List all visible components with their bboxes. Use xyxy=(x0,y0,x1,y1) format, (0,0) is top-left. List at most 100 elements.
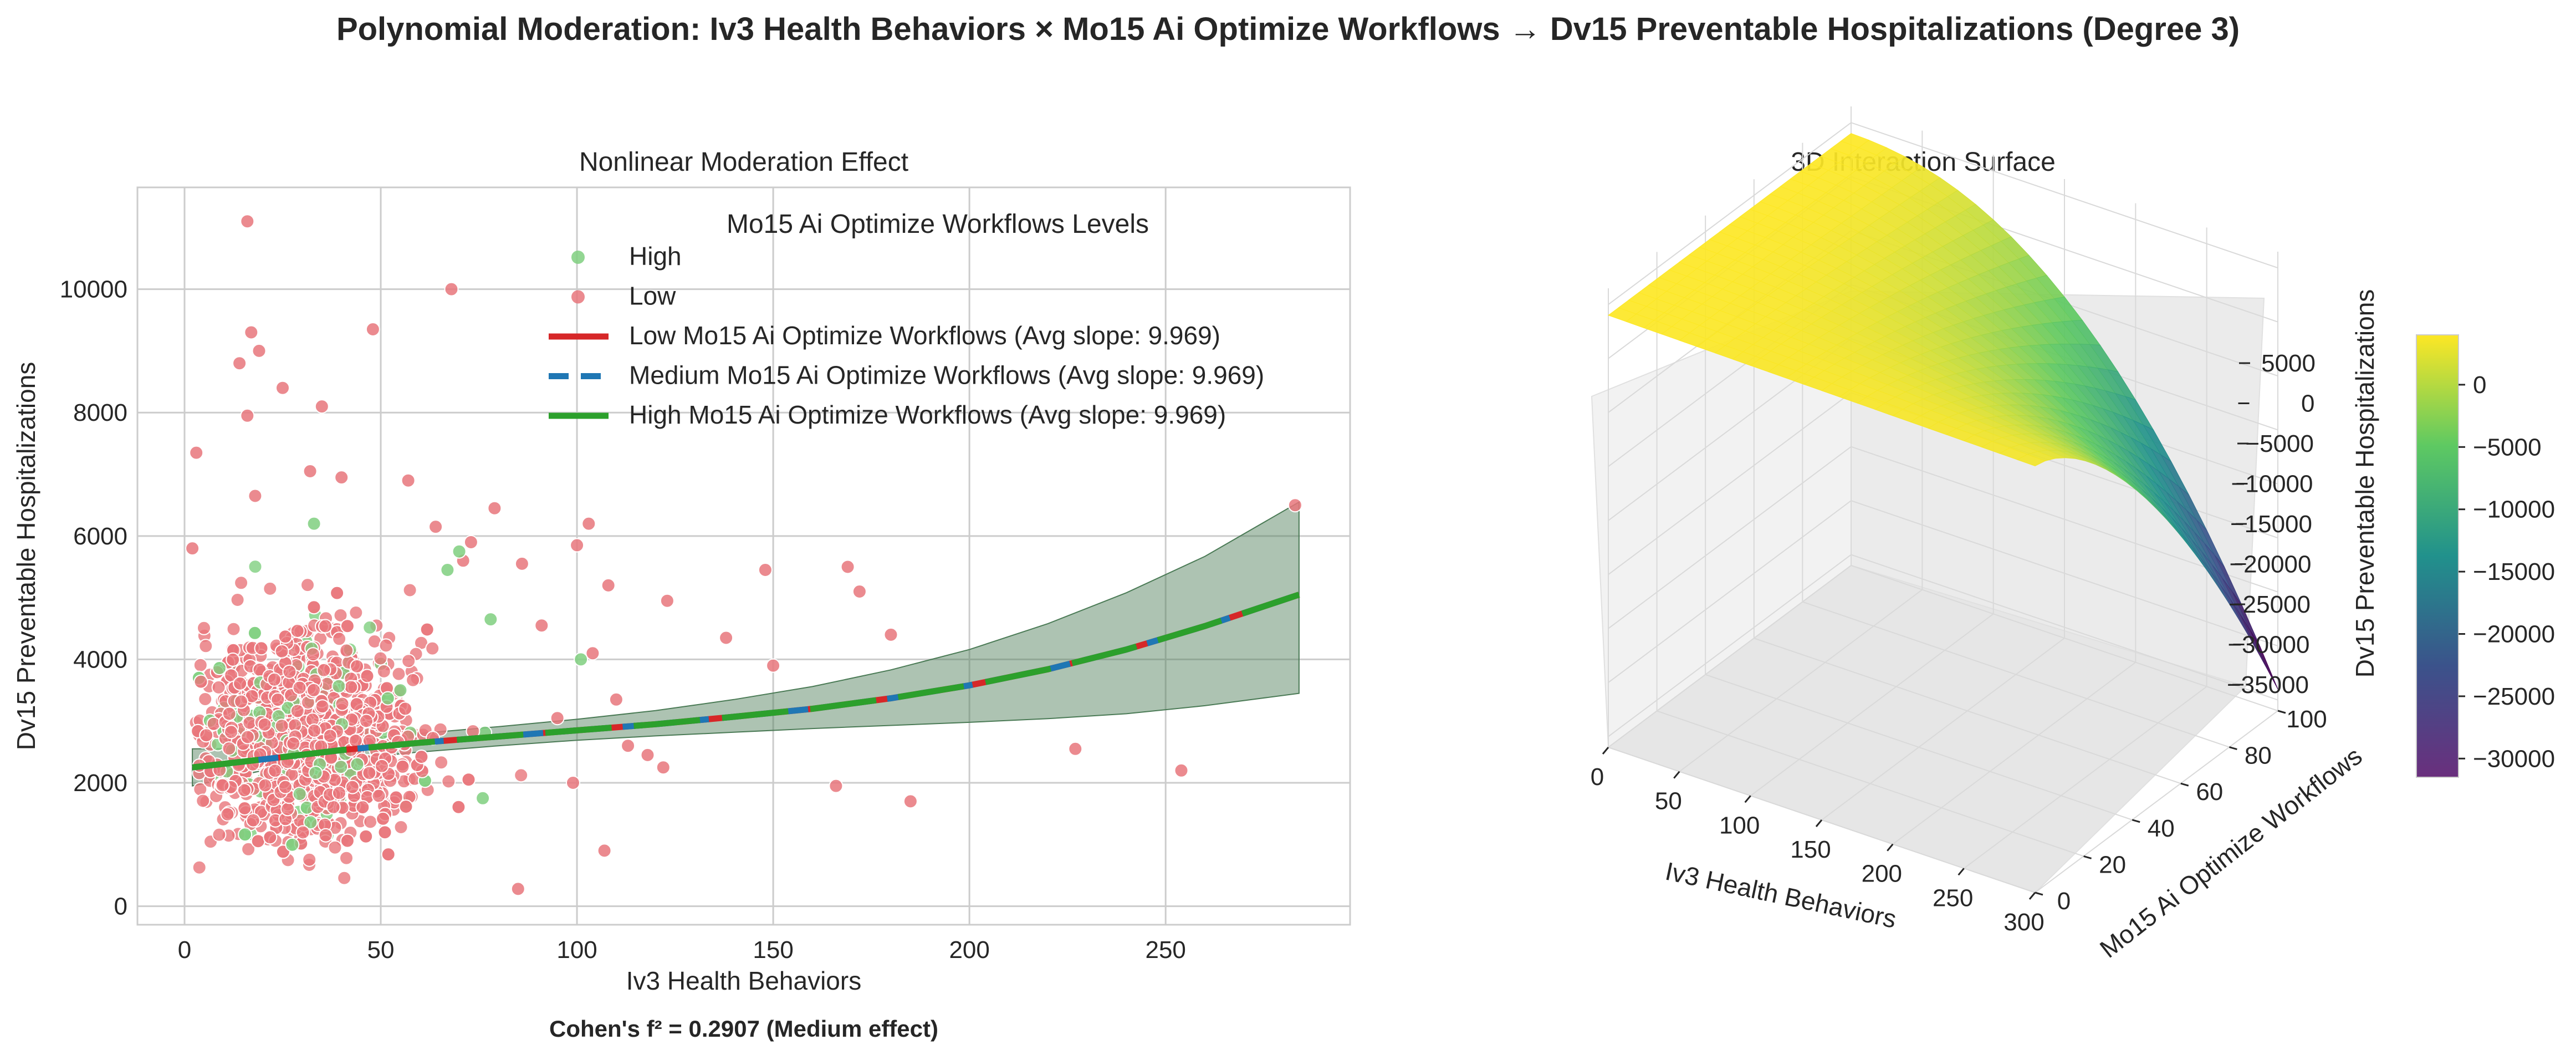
scatter-point-low xyxy=(344,680,359,695)
left-x-axis-ticks: 0 50 100 150 200 250 xyxy=(178,936,1186,964)
surface-x-tick xyxy=(1887,843,1894,852)
scatter-point-low xyxy=(230,593,245,607)
scatter-point-low xyxy=(420,622,435,637)
scatter-point-low xyxy=(318,619,333,634)
surface-x-tick-label: 200 xyxy=(1862,860,1902,888)
scatter-point-low xyxy=(550,711,565,726)
figure-title: Polynomial Moderation: Iv3 Health Behavi… xyxy=(336,11,2240,47)
scatter-point-low xyxy=(1068,741,1083,756)
legend-label: High xyxy=(629,242,682,271)
scatter-point-low xyxy=(406,672,421,687)
scatter-point-low xyxy=(315,699,330,714)
scatter-point-low xyxy=(248,488,263,503)
scatter-point-low xyxy=(318,828,333,843)
left-chart: Nonlinear Moderation Effect 0 50 100 150 200… xyxy=(12,147,1351,1042)
scatter-point-low xyxy=(211,680,226,695)
colorbar-tick-label: −10000 xyxy=(2473,496,2555,523)
surface-z-axis-ticks: 5000 0 −5000 −10000 −15000 −20000 −25000 −30000… xyxy=(2227,350,2316,699)
scatter-point-low xyxy=(268,763,283,778)
colorbar-tick-label: −20000 xyxy=(2473,620,2555,648)
scatter-point-low xyxy=(401,473,416,488)
scatter-point-low xyxy=(234,694,249,709)
scatter-point-low xyxy=(339,643,354,658)
scatter-point-low xyxy=(398,701,413,716)
left-y-axis-label: Dv15 Preventable Hospitalizations xyxy=(12,362,40,751)
scatter-point-low xyxy=(270,692,285,707)
scatter-point-high xyxy=(440,563,455,577)
left-x-axis-label: Iv3 Health Behaviors xyxy=(626,966,861,995)
scatter-point-low xyxy=(349,605,364,620)
scatter-point-low xyxy=(389,790,403,805)
scatter-point-low xyxy=(257,717,272,732)
scatter-point-low xyxy=(566,776,580,790)
surface-x-tick-label: 100 xyxy=(1719,812,1760,839)
surface-z-tick-label: −10000 xyxy=(2231,471,2313,498)
scatter-point-low xyxy=(414,750,429,765)
scatter-point-low xyxy=(340,619,355,634)
scatter-point-low xyxy=(300,578,315,593)
left-y-tick-label: 4000 xyxy=(73,646,127,673)
scatter-point-low xyxy=(581,516,596,531)
scatter-point-low xyxy=(585,646,600,661)
left-y-tick-label: 6000 xyxy=(73,523,127,550)
surface-x-tick xyxy=(1744,795,1751,803)
left-x-tick-label: 150 xyxy=(753,936,793,964)
surface-x-tick-label: 50 xyxy=(1655,788,1682,815)
scatter-point-low xyxy=(244,325,259,340)
scatter-point-low xyxy=(391,666,406,681)
surface-z-tick-label: −25000 xyxy=(2229,591,2311,618)
surface-z-tick-label: −20000 xyxy=(2229,551,2311,578)
confidence-band xyxy=(192,501,1300,787)
scatter-point-high xyxy=(212,661,227,675)
surface-patch xyxy=(2016,454,2046,466)
scatter-point-low xyxy=(226,652,241,667)
scatter-point-low xyxy=(196,793,211,808)
scatter-point-low xyxy=(381,847,396,862)
scatter-point-low xyxy=(640,747,655,762)
scatter-point-low xyxy=(254,641,269,656)
scatter-point-low xyxy=(401,654,416,669)
scatter-point-low xyxy=(306,682,321,697)
pane-gridline xyxy=(1656,252,2084,857)
scatter-point-low xyxy=(305,647,320,662)
surface-z-tick-label: 5000 xyxy=(2261,350,2316,377)
scatter-point-low xyxy=(660,593,674,608)
surface-x-tick-label: 250 xyxy=(1933,884,1973,911)
scatter-point-low xyxy=(514,556,529,571)
effect-size-footnote: Cohen's f² = 0.2907 (Medium effect) xyxy=(549,1016,938,1042)
confidence-band-layer xyxy=(192,501,1300,787)
scatter-point-low xyxy=(1174,763,1189,778)
scatter-point-low xyxy=(198,639,213,654)
scatter-point-low xyxy=(335,696,350,711)
scatter-point-low xyxy=(280,802,295,817)
scatter-point-low xyxy=(376,664,391,679)
surface-x-tick-label: 300 xyxy=(2003,909,2044,936)
colorbar-tick-label: −30000 xyxy=(2473,745,2555,772)
colorbar-ticks: 0 −5000 −10000 −15000 −20000 −25000 −30000 xyxy=(2459,371,2555,772)
scatter-point-low xyxy=(290,704,305,718)
scatter-point-low xyxy=(252,343,267,358)
scatter-point-high xyxy=(248,559,263,574)
scatter-point-low xyxy=(376,811,391,826)
left-x-tick-label: 200 xyxy=(949,936,989,964)
colorbar xyxy=(2416,334,2459,778)
scatter-point-low xyxy=(903,794,918,809)
scatter-point-low xyxy=(766,658,781,673)
scatter-point-low xyxy=(292,680,307,695)
surface-x-tick xyxy=(1957,868,1965,876)
scatter-point-low xyxy=(510,881,525,896)
fit-line-high xyxy=(192,592,1300,771)
scatter-point-low xyxy=(323,728,338,743)
surface-x-tick-label: 0 xyxy=(1591,763,1604,791)
scatter-point-high xyxy=(380,691,395,706)
fit-lines-layer xyxy=(192,592,1300,771)
left-x-tick-label: 50 xyxy=(367,936,395,964)
scatter-point-low xyxy=(286,736,301,751)
legend-marker xyxy=(571,290,585,304)
scatter-point-low xyxy=(428,519,443,534)
scatter-point-low xyxy=(295,825,310,840)
surface-x-tick xyxy=(2028,892,2036,900)
scatter-point-high xyxy=(362,620,377,635)
surface-y-tick-label: 100 xyxy=(2286,706,2327,733)
